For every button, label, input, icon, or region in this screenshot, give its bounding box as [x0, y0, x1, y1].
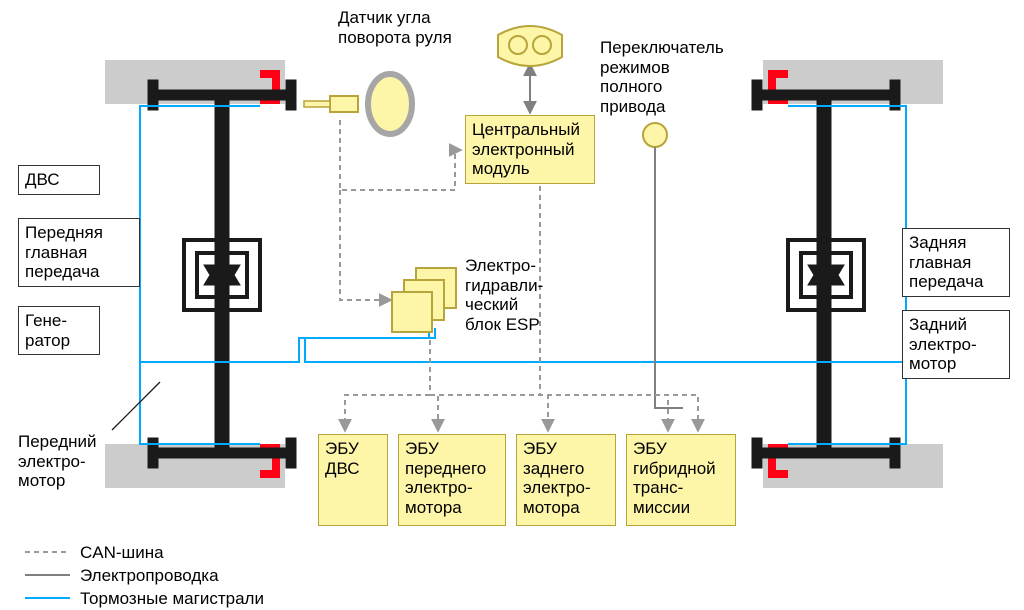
instrument-cluster-icon	[498, 26, 562, 66]
mode-switch-label: Переключательрежимовполногопривода	[600, 38, 724, 116]
front-final-box: Передняяглавнаяпередача	[18, 218, 140, 287]
legend-lines	[25, 552, 70, 598]
esp-block-icon	[392, 268, 456, 332]
ecu-front-motor: ЭБУпереднегоэлектро-мотора	[398, 434, 506, 526]
front-motor-label: Переднийэлектро-мотор	[18, 432, 97, 491]
steering-sensor-icon	[304, 74, 412, 134]
generator-box: Гене-ратор	[18, 306, 100, 355]
rear-final-box: Задняяглавнаяпередача	[902, 228, 1010, 297]
esp-label: Электро-гидравли-ческийблок ESP	[465, 256, 543, 334]
legend-brake: Тормозные магистрали	[80, 589, 264, 609]
legend-wire: Электропроводка	[80, 566, 219, 586]
sensor-title: Датчик углаповорота руля	[338, 8, 452, 47]
rear-motor-box: Заднийэлектро-мотор	[902, 310, 1010, 379]
central-module: Центральныйэлектронныймодуль	[465, 115, 595, 184]
ecu-hybrid: ЭБУгибриднойтранс-миссии	[626, 434, 736, 526]
legend-can: CAN-шина	[80, 543, 164, 563]
dvs-box: ДВС	[18, 165, 100, 195]
ecu-rear-motor: ЭБУзаднегоэлектро-мотора	[516, 434, 616, 526]
ecu-dvs: ЭБУДВС	[318, 434, 388, 526]
